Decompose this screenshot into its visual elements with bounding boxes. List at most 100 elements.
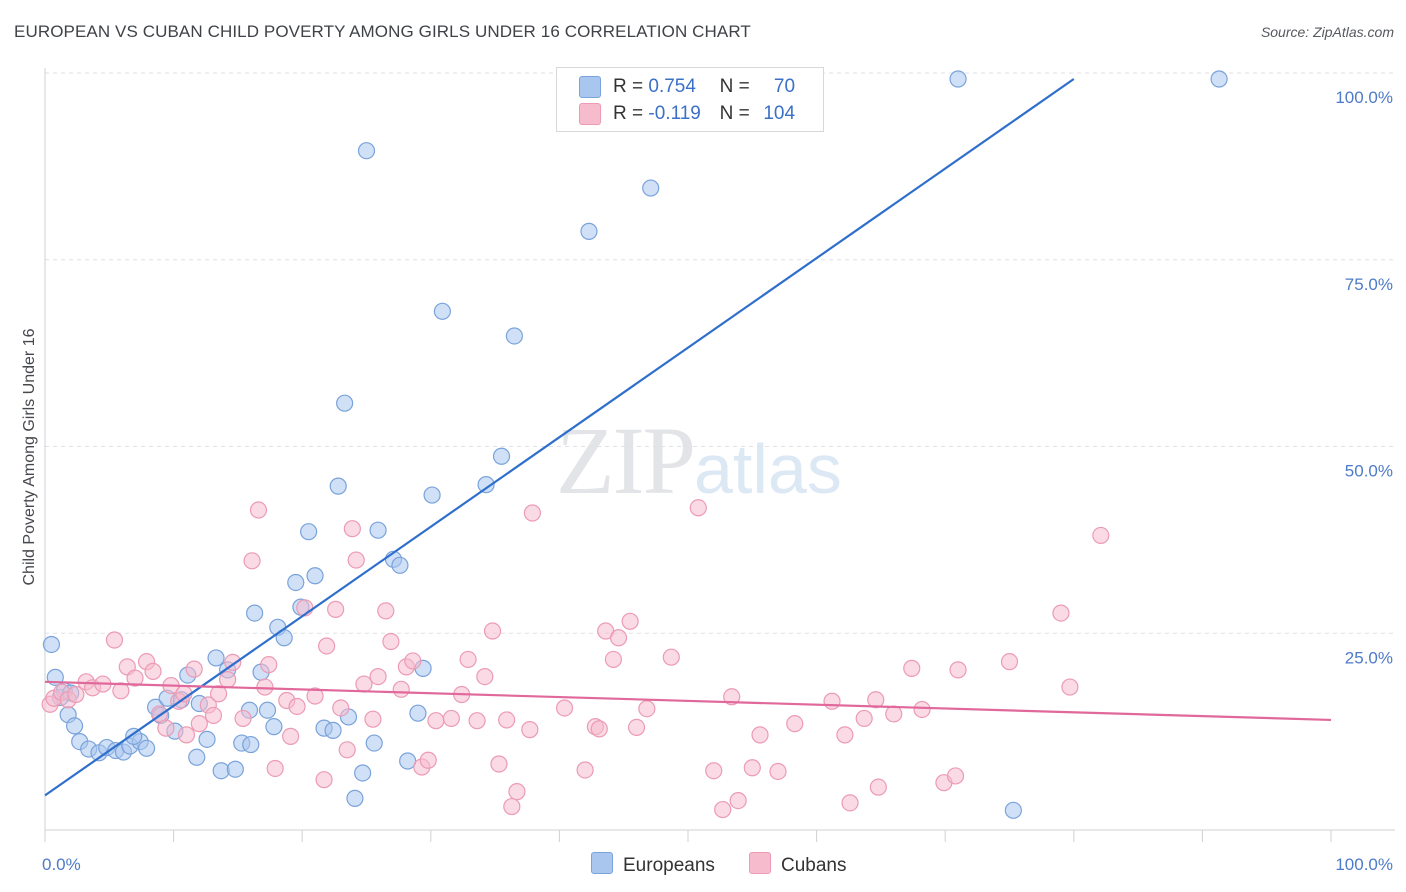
european-point <box>329 477 347 495</box>
correlation-legend: R = 0.754 N = 70 R = -0.119 N = 104 <box>556 67 824 132</box>
cuban-point <box>347 551 365 569</box>
source-label: Source: ZipAtlas.com <box>1260 24 1394 40</box>
y-tick-label: 75.0% <box>1345 275 1393 294</box>
european-point <box>212 762 230 780</box>
cuban-point <box>355 675 373 693</box>
x-tick-label: 0.0% <box>42 855 81 874</box>
european-point <box>198 730 216 748</box>
cubans-r-value: -0.119 <box>648 103 701 125</box>
cuban-point <box>662 648 680 666</box>
cuban-point <box>1092 526 1110 545</box>
cuban-point <box>729 792 747 810</box>
cuban-point <box>483 622 502 640</box>
european-point <box>642 179 660 197</box>
cuban-point <box>338 741 356 759</box>
y-tick-label: 100.0% <box>1335 88 1393 107</box>
cubans-n-value: 104 <box>763 103 796 125</box>
european-point <box>391 556 409 574</box>
grid-lines <box>45 72 1395 634</box>
european-point <box>300 523 318 541</box>
cuban-point <box>498 711 516 729</box>
x-tick-labels: 0.0% 100.0% <box>42 855 1393 874</box>
cubans-n-label: N = <box>719 103 750 125</box>
cuban-point <box>177 726 196 744</box>
europeans-points <box>42 70 1228 819</box>
cuban-point <box>190 715 208 733</box>
european-point <box>125 727 143 745</box>
european-point <box>369 521 387 539</box>
european-point <box>246 604 264 622</box>
cuban-point <box>234 709 252 728</box>
cuban-point <box>210 685 228 703</box>
cuban-point <box>609 629 628 647</box>
cuban-point <box>723 688 741 706</box>
cuban-point <box>369 667 387 686</box>
cuban-point <box>521 721 539 739</box>
cuban-point <box>913 700 931 719</box>
european-point <box>137 739 156 757</box>
cuban-point <box>946 767 965 785</box>
cuban-point <box>392 680 410 698</box>
cuban-point <box>204 706 223 725</box>
y-tick-labels: 25.0% 50.0% 75.0% 100.0% <box>1335 88 1393 667</box>
watermark-atlas: atlas <box>694 430 842 508</box>
cuban-point <box>185 660 203 678</box>
cuban-point <box>404 652 422 670</box>
european-point <box>505 327 523 345</box>
cubans-points <box>41 499 1110 819</box>
cuban-point <box>1052 604 1070 622</box>
cuban-point <box>219 670 237 689</box>
cuban-point <box>427 712 445 730</box>
cuban-point <box>67 685 85 704</box>
europeans-trend-line <box>44 78 1075 797</box>
cuban-point <box>377 602 395 620</box>
europeans-r-label: R = <box>613 76 644 98</box>
y-tick-label: 25.0% <box>1345 648 1393 667</box>
european-point <box>477 476 495 494</box>
european-point <box>42 635 61 654</box>
cuban-point <box>382 632 400 651</box>
legend-row-europeans: R = 0.754 N = 70 <box>579 76 795 98</box>
legend-row-cubans: R = -0.119 N = 104 <box>579 103 795 125</box>
cuban-point <box>243 552 261 570</box>
x-tick-label: 100.0% <box>1335 855 1393 874</box>
european-point <box>423 486 441 504</box>
european-point <box>188 748 206 766</box>
cuban-point <box>157 719 175 737</box>
cuban-point <box>786 715 804 733</box>
y-axis-title: Child Poverty Among Girls Under 16 <box>21 328 38 585</box>
cuban-point <box>855 709 873 728</box>
european-point <box>357 142 376 160</box>
european-point <box>580 222 598 240</box>
european-point <box>226 760 244 778</box>
cuban-point <box>332 699 350 717</box>
europeans-n-value: 70 <box>773 76 796 98</box>
cuban-point <box>288 697 306 716</box>
y-tick-label: 50.0% <box>1345 462 1393 481</box>
cuban-point <box>468 712 486 730</box>
european-point <box>287 573 305 592</box>
cuban-point <box>949 661 967 679</box>
bottom-cubans-swatch <box>749 852 771 874</box>
cuban-point <box>743 759 761 777</box>
axes <box>44 68 1395 842</box>
cuban-point <box>256 678 274 696</box>
cuban-point <box>867 691 885 709</box>
cuban-point <box>627 718 646 736</box>
chart-title: EUROPEAN VS CUBAN CHILD POVERTY AMONG GI… <box>14 22 751 41</box>
cuban-point <box>751 726 769 744</box>
cuban-point <box>523 504 541 522</box>
watermark: ZIPatlas <box>556 405 842 516</box>
european-point <box>354 764 372 782</box>
cuban-point <box>555 699 574 717</box>
cuban-point <box>266 759 284 778</box>
cuban-point <box>126 669 144 687</box>
bottom-europeans-swatch <box>591 852 613 874</box>
european-point <box>207 649 225 667</box>
cuban-point <box>343 520 361 538</box>
cubans-r-label: R = <box>613 103 644 125</box>
cuban-point <box>476 667 494 686</box>
cuban-point <box>364 710 382 728</box>
european-point <box>258 701 277 719</box>
bottom-europeans-label: Europeans <box>623 855 715 876</box>
